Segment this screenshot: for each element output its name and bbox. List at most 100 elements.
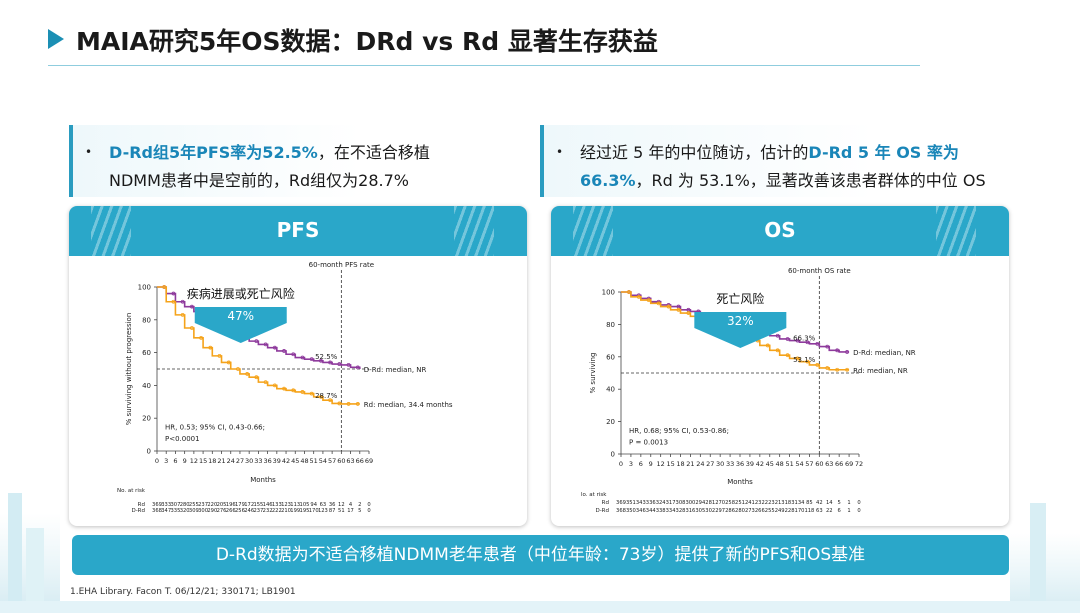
y-tick-label: 20 <box>606 418 615 426</box>
at-risk-count: 195 <box>300 508 310 514</box>
x-tick-label: 66 <box>835 460 843 468</box>
censor-marker <box>291 352 296 357</box>
x-tick-label: 60 <box>815 460 823 468</box>
at-risk-count: 5 <box>358 508 361 514</box>
censor-marker <box>162 285 167 289</box>
os-callout-text-1: 经过近 5 年的中位随访，估计的 <box>580 143 809 162</box>
y-axis-title: % surviving <box>589 353 597 394</box>
at-risk-count: 170 <box>795 508 805 514</box>
censor-marker <box>282 386 286 391</box>
at-risk-count: 223 <box>765 500 775 506</box>
at-risk-count: 273 <box>745 508 755 514</box>
at-risk-count: 1 <box>847 508 850 514</box>
hr-text: HR, 0.53; 95% CI, 0.43-0.66; <box>165 424 265 432</box>
at-risk-arm-label: Rd <box>602 500 609 506</box>
censor-marker <box>775 348 780 353</box>
at-risk-count: 255 <box>765 508 775 514</box>
at-risk-arm-label: Rd <box>138 502 145 508</box>
hr-text: HR, 0.68; 95% CI, 0.53-0.86; <box>629 427 729 435</box>
at-risk-count: 36 <box>329 502 336 508</box>
stripe-decoration <box>454 206 494 256</box>
censor-marker <box>254 375 259 380</box>
at-risk-count: 305 <box>695 508 705 514</box>
rd-legend: Rd: median, NR <box>853 367 908 375</box>
risk-reduction-value: 32% <box>727 314 754 328</box>
censor-marker <box>785 353 790 358</box>
x-tick-label: 72 <box>855 460 863 468</box>
at-risk-count: 249 <box>775 508 785 514</box>
censor-marker <box>845 350 849 354</box>
censor-marker <box>765 343 770 348</box>
y-tick-label: 80 <box>606 321 615 329</box>
at-risk-count: 213 <box>775 500 785 506</box>
at-risk-count: 237 <box>198 502 208 508</box>
stripe-decoration <box>573 206 613 256</box>
at-risk-count: 118 <box>804 508 814 514</box>
x-tick-label: 30 <box>245 457 253 465</box>
at-risk-count: 251 <box>735 500 745 506</box>
at-risk-count: 199 <box>290 508 300 514</box>
at-risk-count: 123 <box>281 502 291 508</box>
at-risk-count: 0 <box>367 508 370 514</box>
drd-rate-label: 52.5% <box>315 353 338 361</box>
at-risk-count: 63 <box>816 508 823 514</box>
stripe-decoration <box>91 206 131 256</box>
censor-marker <box>805 359 810 364</box>
censor-marker <box>835 348 840 353</box>
y-tick-label: 60 <box>606 353 615 361</box>
rate-label: 60-month PFS rate <box>309 261 374 269</box>
at-risk-count: 17 <box>347 508 354 514</box>
bullet-icon: • <box>556 145 564 159</box>
pfs-panel: PFS 0 20 40 60 80 100 0 3 6 9 12 15 18 21 24 27 30 33 36 39… <box>69 206 527 526</box>
x-tick-label: 3 <box>164 457 168 465</box>
at-risk-count: 324 <box>656 500 667 506</box>
at-risk-count: 0 <box>857 500 860 506</box>
censor-marker <box>676 307 681 312</box>
y-tick-label: 100 <box>138 284 151 292</box>
at-risk-count: 316 <box>685 508 695 514</box>
at-risk-count: 280 <box>735 508 745 514</box>
at-risk-count: 123 <box>318 508 328 514</box>
censor-marker <box>346 402 351 406</box>
censor-marker <box>835 367 840 372</box>
y-tick-label: 20 <box>142 415 151 423</box>
drd-legend: D-Rd: median, NR <box>364 366 427 374</box>
censor-marker <box>217 353 222 358</box>
x-tick-label: 63 <box>825 460 833 468</box>
os-callout-highlight-2: 66.3% <box>580 171 636 190</box>
os-panel-title: OS <box>764 218 796 242</box>
pfs-callout-text-1: ，在不适合移植 <box>317 143 430 162</box>
x-tick-label: 45 <box>291 457 299 465</box>
at-risk-count: 134 <box>795 500 806 506</box>
at-risk-count: 281 <box>705 500 715 506</box>
at-risk-count: 210 <box>281 508 291 514</box>
censor-marker <box>328 360 333 365</box>
x-tick-label: 54 <box>319 457 327 465</box>
censor-marker <box>282 349 286 353</box>
x-tick-label: 18 <box>676 460 684 468</box>
os-callout-highlight-1: D-Rd 5 年 OS 率为 <box>808 143 959 162</box>
at-risk-count: 368 <box>152 508 162 514</box>
censor-marker <box>355 402 360 406</box>
at-risk-count: 344 <box>646 508 657 514</box>
at-risk-count: 333 <box>161 502 171 508</box>
at-risk-count: 302 <box>705 508 715 514</box>
x-tick-label: 69 <box>845 460 853 468</box>
censor-marker <box>319 394 323 399</box>
at-risk-count: 146 <box>263 502 273 508</box>
at-risk-count: 183 <box>785 500 795 506</box>
x-tick-label: 24 <box>696 460 704 468</box>
at-risk-count: 300 <box>685 500 695 506</box>
at-risk-title: No. at risk <box>117 488 146 494</box>
rd-curve <box>157 286 360 405</box>
pfs-callout-highlight: D-Rd组5年PFS率为52.5% <box>109 143 318 162</box>
x-tick-label: 3 <box>629 460 633 468</box>
conclusion-banner: D-Rd数据为不适合移植NDMM老年患者（中位年龄：73岁）提供了新的PFS和O… <box>72 535 1009 575</box>
censor-marker <box>208 345 213 350</box>
p-value-text: P = 0.0013 <box>629 438 668 446</box>
x-tick-label: 21 <box>217 457 225 465</box>
censor-marker <box>337 362 342 366</box>
censor-marker <box>226 360 231 365</box>
at-risk-count: 87 <box>329 508 336 514</box>
